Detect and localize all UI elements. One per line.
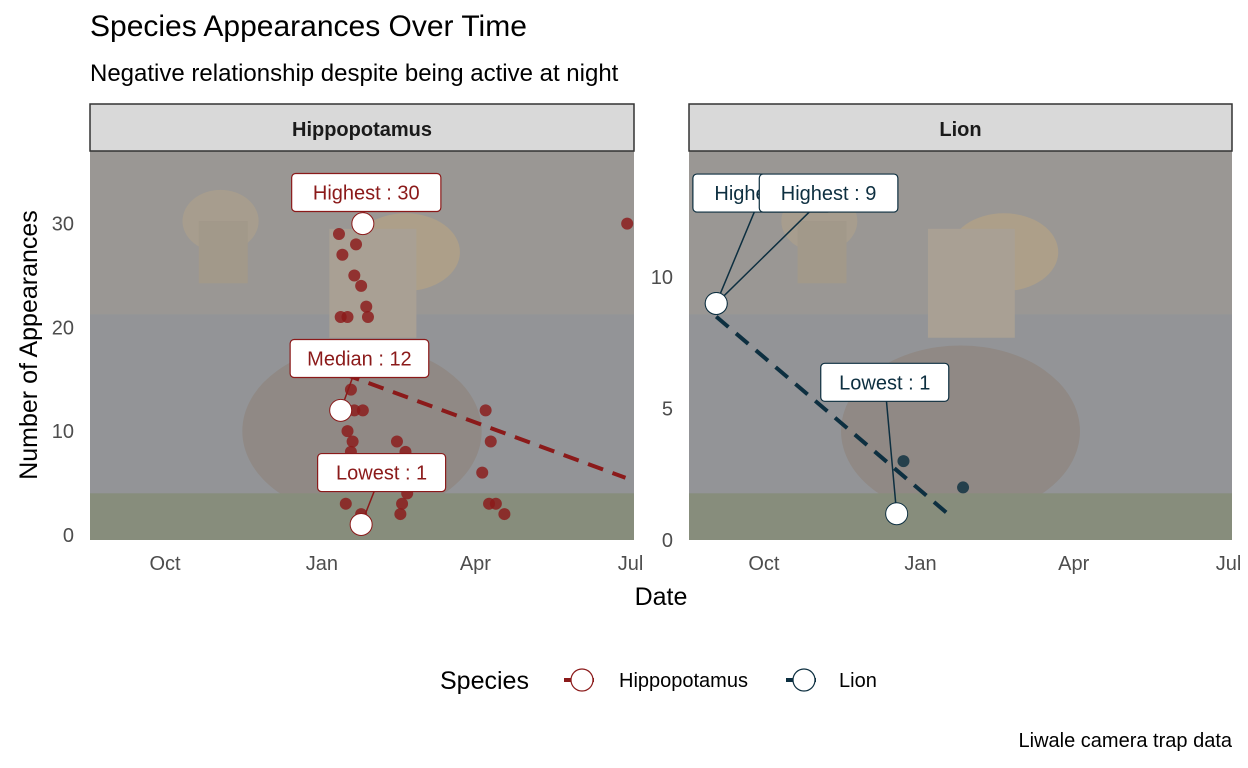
label-leader-line: [884, 382, 898, 514]
highlight-point: [329, 398, 353, 422]
annotation-label-box: [291, 172, 442, 213]
x-tick-label: Apr: [460, 553, 491, 575]
y-axis-title: Number of Appearances: [15, 210, 43, 480]
data-point: [350, 238, 363, 251]
facet-strip-label: Hippopotamus: [292, 119, 432, 141]
y-tick-label: 5: [662, 399, 673, 421]
data-point: [897, 455, 910, 468]
chart-caption: Liwale camera trap data: [1018, 730, 1232, 752]
data-point: [361, 310, 374, 323]
chart-title: Species Appearances Over Time: [90, 10, 527, 43]
data-point: [498, 508, 511, 521]
annotation-label: Highest : 30: [313, 182, 420, 204]
chart-subtitle: Negative relationship despite being acti…: [90, 60, 619, 87]
facet-strip: [688, 103, 1233, 152]
x-tick-label: Apr: [1058, 553, 1089, 575]
legend-item-label: Lion: [839, 670, 877, 692]
legend-title: Species: [440, 667, 529, 695]
y-tick-label: 10: [52, 421, 74, 443]
y-tick-label: 30: [52, 214, 74, 236]
photo-lion-right-body: [927, 228, 1015, 338]
annotation-label-box: [758, 173, 899, 213]
annotation-label-box: [317, 452, 447, 493]
data-point: [479, 404, 492, 417]
highlight-point: [704, 291, 728, 315]
data-point: [348, 269, 361, 282]
legend-item-label: Hippopotamus: [619, 670, 748, 692]
data-point: [394, 508, 407, 521]
annotation-label: Lowest : 1: [839, 372, 930, 394]
photo-lion-left-body: [797, 221, 847, 284]
x-tick-label: Jul: [618, 553, 644, 575]
x-tick-label: Jan: [904, 553, 936, 575]
x-tick-label: Oct: [149, 553, 181, 575]
legend-key-point: [570, 668, 594, 692]
annotation-label: Median : 12: [307, 348, 412, 370]
data-point: [346, 435, 359, 448]
annotation-label-box: [289, 338, 430, 379]
x-axis-title: Date: [635, 583, 688, 611]
data-point: [621, 217, 634, 230]
data-point: [355, 279, 368, 292]
x-tick-label: Oct: [748, 553, 780, 575]
data-point: [390, 435, 403, 448]
photo-lion-left-body: [198, 221, 248, 284]
data-point: [341, 310, 354, 323]
trend-line: [343, 372, 627, 480]
highlight-point: [349, 512, 373, 536]
legend-key-point: [792, 668, 816, 692]
legend: Species Hippopotamus Lion: [440, 667, 877, 695]
data-point: [360, 300, 373, 313]
facet-strip: [89, 103, 635, 152]
y-tick-label: 0: [63, 525, 74, 547]
y-tick-label: 0: [662, 530, 673, 552]
data-point: [356, 404, 369, 417]
data-point: [489, 497, 502, 510]
data-point: [396, 497, 409, 510]
photo-grass: [689, 493, 1232, 540]
y-tick-label: 20: [52, 317, 74, 339]
highlight-point: [351, 212, 375, 236]
x-tick-label: Jul: [1216, 553, 1242, 575]
data-point: [336, 248, 349, 261]
data-point: [339, 497, 352, 510]
y-tick-label: 10: [651, 267, 673, 289]
data-point: [341, 425, 354, 438]
annotation-label: Lowest : 1: [336, 463, 427, 485]
data-point: [957, 481, 970, 494]
data-point: [476, 466, 489, 479]
facet-strip-label: Lion: [939, 119, 981, 141]
annotation-label: Highest : 9: [781, 183, 877, 205]
x-tick-label: Jan: [306, 553, 338, 575]
highlight-point: [885, 502, 909, 526]
annotation-label-box: [820, 362, 950, 402]
data-point: [332, 227, 345, 240]
facet-panel-hippopotamus: Hippopotamus 0 10 20 30 Oct Jan Apr Jul Highest :…: [52, 103, 644, 575]
data-point: [344, 383, 357, 396]
photo-wash: [689, 151, 1232, 540]
data-point: [484, 435, 497, 448]
